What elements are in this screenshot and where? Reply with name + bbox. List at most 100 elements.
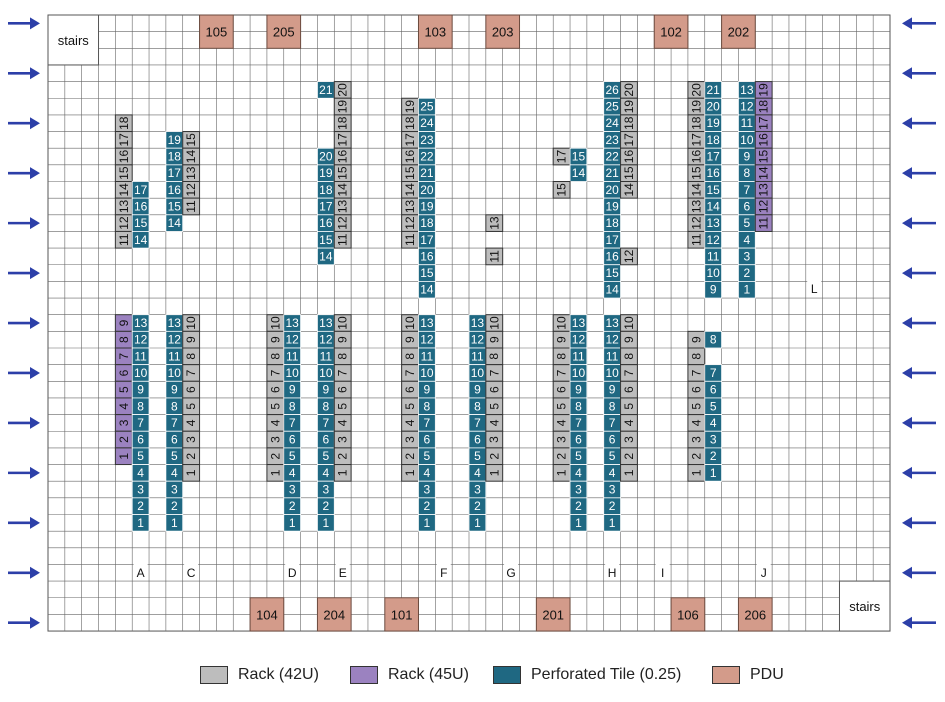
pdu-106-label: 106 — [677, 607, 699, 622]
airflow-arrow-right-head-8 — [902, 416, 912, 429]
tile-number-7: 7 — [744, 183, 751, 197]
tile-number-7: 7 — [171, 416, 178, 430]
pdu-102-label: 102 — [660, 25, 682, 40]
rack-number-6: 6 — [689, 386, 703, 393]
tile-number-15: 15 — [319, 233, 333, 247]
tile-number-13: 13 — [605, 316, 619, 330]
tile-number-3: 3 — [474, 483, 481, 497]
tile-number-12: 12 — [286, 333, 300, 347]
rack-number-19: 19 — [689, 100, 703, 114]
tile-number-21: 21 — [707, 83, 721, 97]
tile-number-11: 11 — [572, 349, 585, 363]
tile-number-6: 6 — [424, 433, 431, 447]
perforated-tile-1 — [569, 514, 588, 532]
rack-number-2: 2 — [487, 453, 501, 460]
tile-number-15: 15 — [572, 150, 586, 164]
airflow-arrow-right-head-7 — [902, 366, 912, 379]
rack-number-6: 6 — [117, 369, 131, 376]
tile-number-21: 21 — [420, 166, 434, 180]
rack-number-9: 9 — [268, 336, 282, 343]
tile-number-20: 20 — [420, 183, 434, 197]
tile-number-15: 15 — [420, 266, 434, 280]
rack-number-15: 15 — [622, 166, 636, 180]
tile-number-5: 5 — [575, 449, 582, 463]
rack-number-20: 20 — [336, 83, 350, 97]
airflow-arrow-right-head-12 — [902, 616, 912, 629]
rack-number-5: 5 — [555, 403, 569, 410]
airflow-arrow-left-head-7 — [30, 366, 40, 379]
tile-number-7: 7 — [424, 416, 431, 430]
tile-number-11: 11 — [320, 349, 333, 363]
pdu-204-label: 204 — [323, 607, 345, 622]
perforated-tile-14 — [569, 164, 588, 182]
perforated-tile-14 — [165, 214, 184, 232]
rack-number-15: 15 — [689, 166, 703, 180]
tile-number-17: 17 — [168, 166, 182, 180]
rack-number-14: 14 — [757, 166, 771, 180]
tile-number-12: 12 — [707, 233, 721, 247]
rack-number-14: 14 — [184, 150, 198, 164]
rack-12 — [620, 247, 638, 266]
rack-number-9: 9 — [117, 319, 131, 326]
tile-number-3: 3 — [323, 483, 330, 497]
perforated-tile-1 — [603, 514, 621, 532]
tile-number-8: 8 — [424, 399, 431, 413]
rack-number-9: 9 — [403, 336, 417, 343]
airflow-arrow-left-head-1 — [30, 67, 40, 80]
pdu-106 — [670, 597, 706, 632]
rack-number-7: 7 — [117, 353, 131, 360]
stairs-label-top: stairs — [58, 33, 90, 48]
rack-number-1: 1 — [117, 453, 131, 460]
rack-number-6: 6 — [268, 386, 282, 393]
rack-number-8: 8 — [336, 353, 350, 360]
rack-11 — [754, 214, 773, 232]
tile-number-11: 11 — [707, 249, 720, 263]
tile-number-1: 1 — [137, 516, 144, 530]
rack-number-11: 11 — [487, 250, 501, 263]
tile-number-14: 14 — [605, 283, 619, 297]
tile-number-10: 10 — [319, 366, 333, 380]
tile-number-16: 16 — [420, 249, 434, 263]
tile-number-7: 7 — [609, 416, 616, 430]
tile-number-7: 7 — [323, 416, 330, 430]
tile-number-5: 5 — [424, 449, 431, 463]
rack-number-6: 6 — [487, 386, 501, 393]
pdu-204 — [316, 597, 352, 632]
rack-number-1: 1 — [268, 469, 282, 476]
rack-11 — [333, 230, 352, 249]
tile-number-15: 15 — [134, 216, 148, 230]
rack-number-7: 7 — [555, 369, 569, 376]
rack-number-16: 16 — [336, 150, 350, 164]
rack-number-4: 4 — [336, 419, 350, 426]
rack-number-16: 16 — [117, 150, 131, 164]
tile-number-16: 16 — [605, 249, 619, 263]
tile-number-20: 20 — [319, 150, 333, 164]
rack-number-4: 4 — [555, 419, 569, 426]
rack-11 — [182, 197, 201, 216]
rack-number-7: 7 — [184, 369, 198, 376]
airflow-arrow-left-head-4 — [30, 217, 40, 230]
rack-number-7: 7 — [336, 369, 350, 376]
rack-number-17: 17 — [555, 150, 569, 164]
rack-number-6: 6 — [555, 386, 569, 393]
tile-number-2: 2 — [171, 499, 178, 513]
tile-number-3: 3 — [575, 483, 582, 497]
pdu-102 — [653, 14, 689, 49]
tile-number-6: 6 — [323, 433, 330, 447]
perforated-tile-14 — [603, 280, 621, 299]
airflow-arrow-right-head-4 — [902, 217, 912, 230]
tile-number-4: 4 — [609, 466, 616, 480]
rack-number-15: 15 — [403, 166, 417, 180]
tile-number-1: 1 — [424, 516, 431, 530]
legend-label-rack42: Rack (42U) — [238, 666, 319, 683]
rack-number-4: 4 — [487, 419, 501, 426]
tile-number-18: 18 — [420, 216, 434, 230]
rack-number-3: 3 — [487, 436, 501, 443]
pdu-104-label: 104 — [256, 607, 278, 622]
rack-number-8: 8 — [268, 353, 282, 360]
tile-number-11: 11 — [421, 349, 434, 363]
rack-number-5: 5 — [117, 386, 131, 393]
row-label-L: L — [811, 282, 818, 296]
tile-number-8: 8 — [710, 333, 717, 347]
tile-number-13: 13 — [134, 316, 148, 330]
